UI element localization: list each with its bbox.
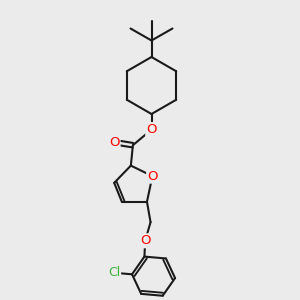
Text: O: O — [109, 136, 119, 149]
Text: O: O — [147, 169, 158, 183]
Text: O: O — [140, 234, 150, 247]
Text: Cl: Cl — [108, 266, 120, 279]
Text: O: O — [146, 123, 157, 136]
